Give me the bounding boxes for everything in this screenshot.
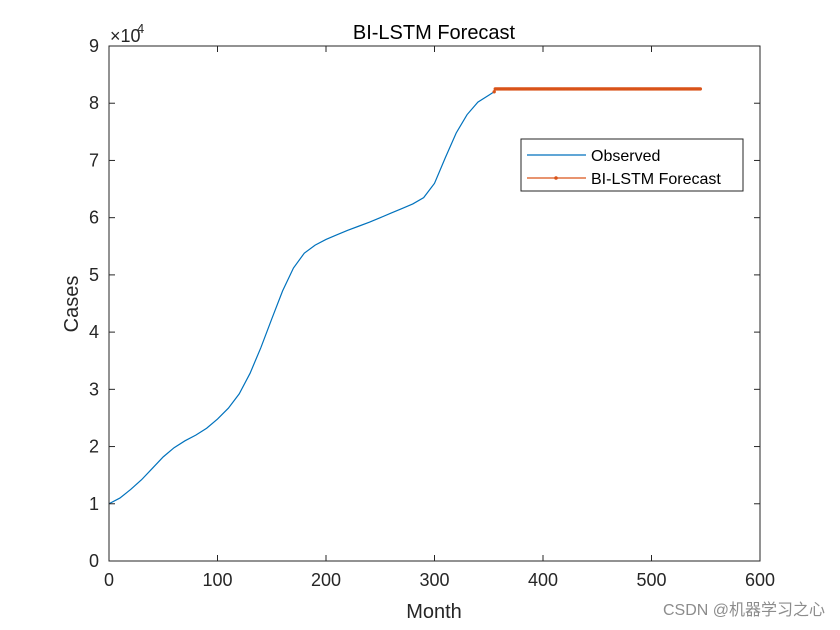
x-tick-label: 400 [528, 570, 558, 590]
y-axis-label: Cases [61, 276, 83, 333]
series-layer [108, 87, 703, 505]
x-axis-label: Month [406, 601, 462, 623]
y-tick-label: 1 [89, 494, 99, 514]
y-tick-label: 0 [89, 551, 99, 571]
forecast-point [492, 90, 496, 94]
y-tick-label: 8 [89, 93, 99, 113]
y-exponent-base: ×10 [110, 26, 141, 46]
y-tick-label: 7 [89, 150, 99, 170]
y-tick-label: 3 [89, 379, 99, 399]
x-tick-label: 300 [419, 570, 449, 590]
y-tick-label: 2 [89, 437, 99, 457]
y-tick-label: 9 [89, 36, 99, 56]
y-tick-label: 5 [89, 265, 99, 285]
tick-layer: 0 100 200 300 400 500 600 0 1 2 3 4 5 6 7 8 9 [89, 36, 775, 590]
y-exponent-power: 4 [137, 21, 144, 36]
y-tick-label: 4 [89, 322, 99, 342]
x-tick-label: 500 [636, 570, 666, 590]
legend-label-forecast: BI-LSTM Forecast [591, 171, 721, 188]
x-tick-label: 200 [311, 570, 341, 590]
legend-marker-forecast [554, 176, 558, 180]
y-exponent-label: ×10 4 [110, 21, 144, 46]
legend-box [520, 138, 744, 192]
x-tick-label: 0 [104, 570, 114, 590]
axes-background [109, 46, 760, 561]
x-tick-label: 600 [745, 570, 775, 590]
forecast-point [698, 87, 703, 91]
chart-title: BI-LSTM Forecast [353, 22, 516, 44]
series-line-observed [108, 91, 495, 505]
legend-label-observed: Observed [591, 148, 660, 165]
plot-area: 0 100 200 300 400 500 600 0 1 2 3 4 5 6 7 8 9 [89, 36, 775, 590]
y-tick-label: 6 [89, 208, 99, 228]
watermark-text: CSDN @机器学习之心 [663, 601, 825, 619]
x-tick-label: 100 [202, 570, 232, 590]
legend: Observed BI-LSTM Forecast [520, 138, 744, 192]
